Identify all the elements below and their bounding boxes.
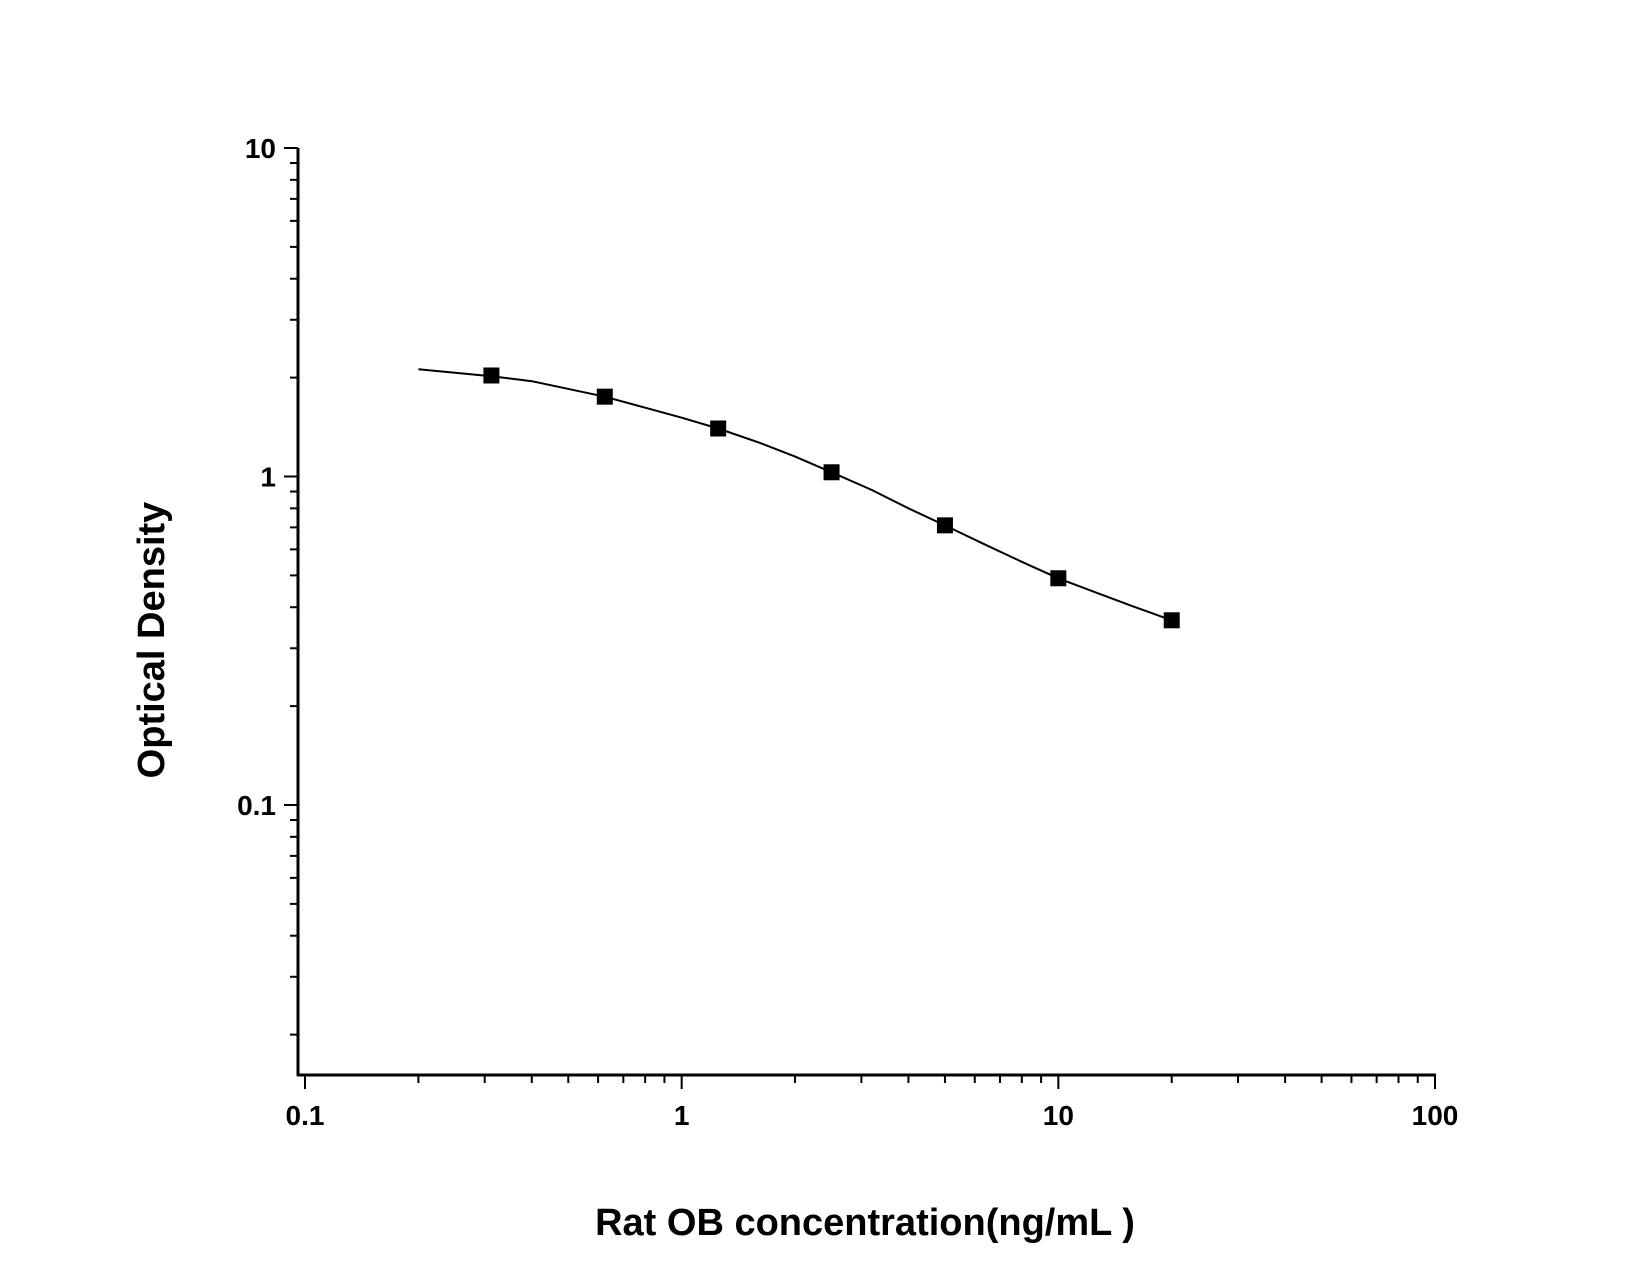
data-point	[1163, 612, 1180, 629]
x-tick-label: 10	[1043, 1100, 1074, 1131]
data-point	[1050, 570, 1067, 587]
x-tick-label: 1	[674, 1100, 690, 1131]
y-tick-label: 0.1	[237, 790, 276, 821]
data-point	[710, 420, 727, 437]
x-tick-label: 0.1	[286, 1100, 325, 1131]
x-axis-ticks: 0.1 1 10 100	[286, 1075, 1459, 1131]
x-tick-label: 100	[1412, 1100, 1459, 1131]
data-point	[596, 388, 613, 405]
data-point	[823, 464, 840, 481]
data-points-layer	[483, 367, 1180, 629]
y-tick-label: 1	[260, 462, 276, 493]
y-axis-label: Optical Density	[131, 502, 173, 779]
data-point	[936, 517, 953, 534]
axes	[296, 148, 1436, 1077]
y-tick-label: 10	[245, 133, 276, 164]
x-axis-label: Rat OB concentration(ng/mL )	[595, 1202, 1135, 1244]
y-axis-ticks: 0.1 1 10	[237, 133, 298, 1036]
data-point	[483, 367, 500, 384]
